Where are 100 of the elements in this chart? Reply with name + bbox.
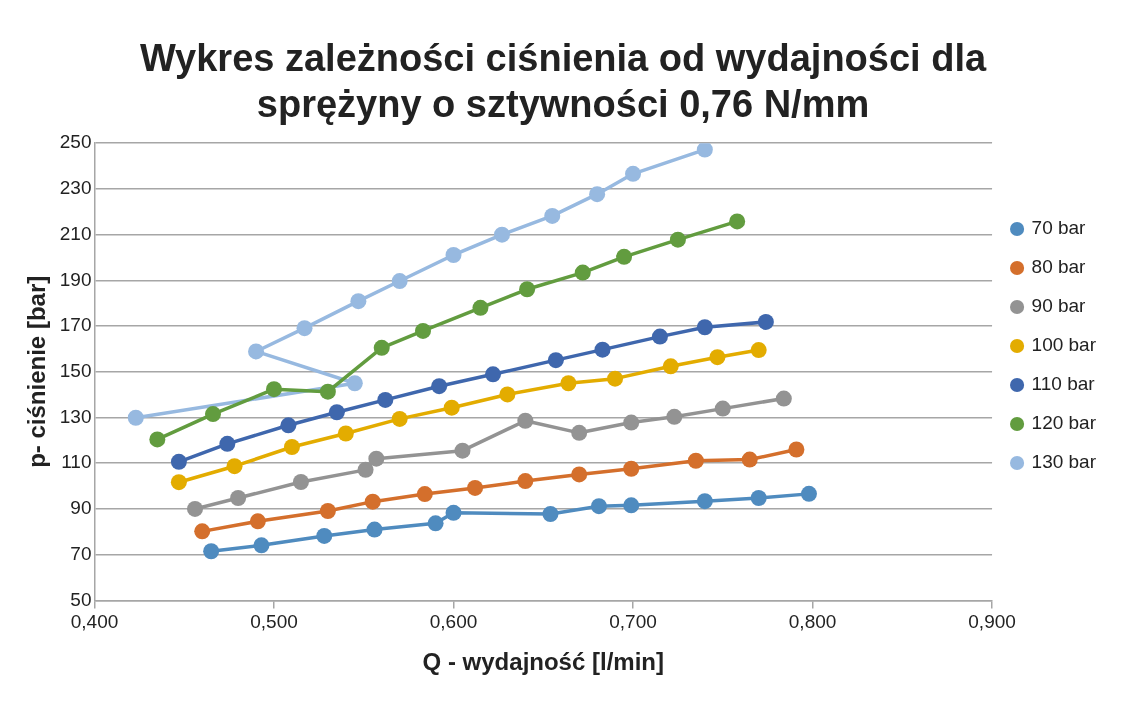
point	[350, 293, 367, 310]
y-axis-title: p- ciśnienie [bar]	[23, 275, 51, 468]
point	[696, 143, 713, 158]
y-tick-label: 110	[61, 451, 92, 473]
point	[594, 341, 611, 358]
point	[696, 319, 713, 336]
point	[328, 404, 345, 421]
point	[651, 328, 668, 345]
point	[454, 442, 471, 459]
y-tick-label: 250	[59, 131, 92, 153]
point	[368, 450, 385, 467]
point	[623, 497, 640, 514]
point	[589, 186, 606, 203]
point	[364, 493, 381, 510]
point	[170, 474, 187, 491]
point	[316, 527, 333, 544]
y-tick-label: 150	[59, 360, 92, 382]
point	[499, 386, 516, 403]
point	[427, 515, 444, 532]
point	[493, 226, 510, 243]
legend-label: 70 bar	[1031, 217, 1087, 239]
chart-title: Wykres zależności ciśnienia od wydajności dla sprężyny o sztywności 0,76 N/mm	[139, 37, 987, 125]
point	[219, 435, 236, 452]
point	[519, 281, 536, 298]
point	[709, 349, 726, 366]
y-tick-label: 170	[59, 314, 92, 336]
x-tick-label: 0,900	[968, 611, 1016, 633]
point	[741, 451, 758, 468]
point	[544, 207, 561, 224]
point	[415, 322, 432, 339]
point	[687, 452, 704, 469]
point	[590, 498, 607, 515]
point	[669, 231, 686, 248]
point	[560, 375, 577, 392]
legend-label: 100 bar	[1031, 334, 1097, 356]
point	[467, 479, 484, 496]
x-tick-label: 0,400	[70, 611, 119, 633]
point	[357, 461, 374, 478]
point	[571, 424, 588, 441]
point	[485, 366, 502, 383]
point	[266, 381, 283, 398]
point	[373, 339, 390, 356]
point	[662, 358, 679, 375]
point	[149, 431, 166, 448]
legend-label: 90 bar	[1031, 295, 1087, 317]
point	[729, 213, 746, 230]
legend-label: 110 bar	[1031, 373, 1096, 395]
legend-label: 130 bar	[1031, 451, 1097, 473]
point	[574, 264, 591, 281]
point	[607, 370, 624, 387]
y-tick-label: 210	[59, 222, 92, 244]
legend-label: 120 bar	[1031, 412, 1097, 434]
x-tick-label: 0,600	[429, 611, 478, 633]
point	[292, 473, 309, 490]
point	[788, 441, 805, 458]
point	[416, 486, 433, 503]
point	[226, 458, 243, 475]
x-tick-label: 0,700	[609, 611, 657, 633]
point	[366, 521, 383, 538]
point	[249, 513, 266, 530]
point	[391, 410, 408, 427]
point	[714, 400, 731, 417]
y-tick-label: 90	[70, 497, 92, 519]
point	[170, 453, 187, 470]
point	[431, 378, 448, 395]
point	[517, 412, 534, 429]
point	[542, 505, 559, 522]
point	[757, 313, 774, 330]
point	[296, 320, 313, 337]
point	[443, 399, 460, 416]
point	[337, 425, 354, 442]
point	[346, 375, 363, 392]
x-tick-label: 0,500	[250, 611, 298, 633]
x-tick-label: 0,800	[788, 611, 837, 633]
point	[625, 165, 642, 182]
point	[230, 489, 247, 506]
point	[248, 343, 265, 360]
point	[445, 246, 462, 263]
point	[194, 523, 211, 540]
y-tick-label: 230	[59, 177, 92, 199]
point	[775, 390, 792, 407]
point	[623, 414, 640, 431]
point	[750, 489, 767, 506]
point	[127, 409, 144, 426]
point	[204, 406, 221, 423]
x-axis-title: Q - wydajność [l/min]	[422, 648, 664, 676]
point	[445, 504, 462, 521]
point	[517, 473, 534, 490]
y-tick-label: 70	[70, 542, 92, 564]
point	[696, 493, 713, 510]
y-tick-label: 190	[59, 268, 92, 290]
point	[283, 439, 300, 456]
point	[391, 273, 408, 290]
point	[319, 503, 336, 520]
point	[750, 342, 767, 359]
point	[800, 485, 817, 502]
point	[187, 500, 204, 517]
point	[616, 248, 633, 265]
point	[377, 391, 394, 408]
point	[253, 537, 270, 554]
